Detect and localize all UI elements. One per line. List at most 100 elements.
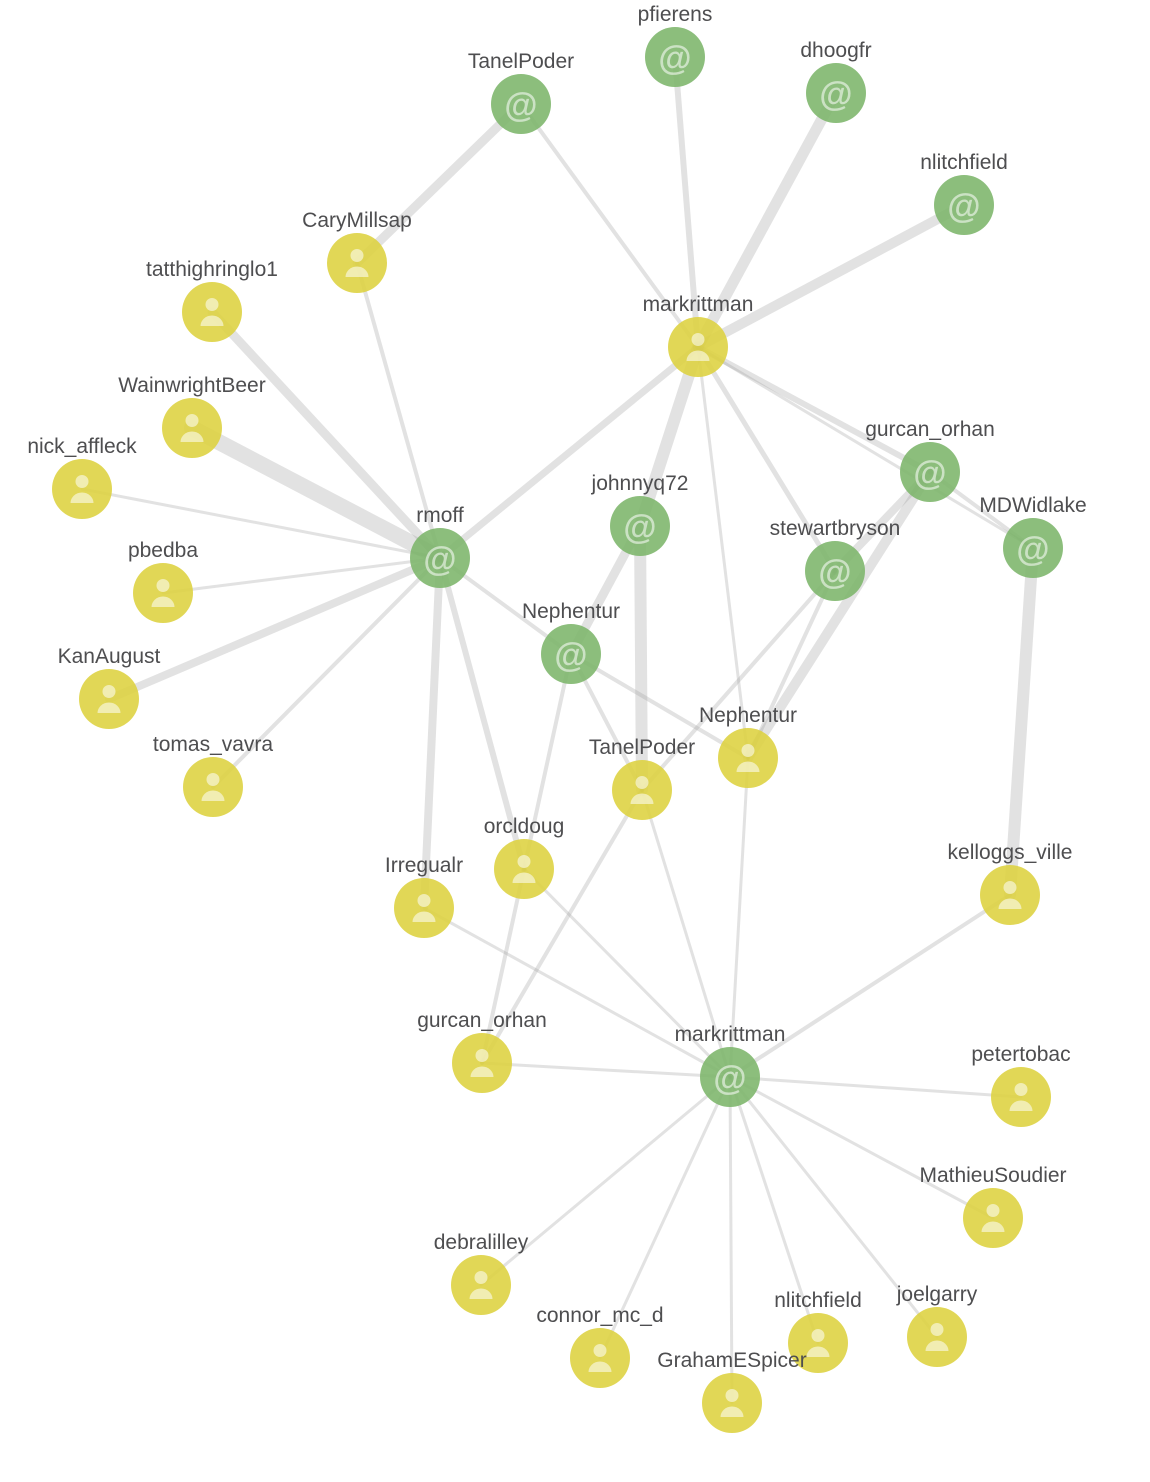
node-label-carymillsap: CaryMillsap	[302, 209, 412, 232]
node-label-gurcan_orhan_low: gurcan_orhan	[417, 1009, 547, 1032]
graph-node-johnnyq72[interactable]: @	[610, 496, 670, 556]
node-label-gurcan_orhan_top: gurcan_orhan	[865, 418, 995, 441]
graph-edge-markrittman_top-nephentur_low	[696, 345, 750, 760]
graph-edge-nick_affleck-rmoff	[80, 487, 442, 560]
person-node-circle[interactable]	[451, 1255, 511, 1315]
graph-node-nephentur_mid[interactable]: @	[541, 624, 601, 684]
node-label-markrittman_top: markrittman	[643, 293, 754, 316]
person-node-circle[interactable]	[718, 728, 778, 788]
person-node-circle[interactable]	[612, 760, 672, 820]
graph-edge-gurcan_orhan_low-markrittman_low	[480, 1061, 732, 1079]
graph-node-mdwidlake[interactable]: @	[1003, 518, 1063, 578]
graph-node-stewartbryson[interactable]: @	[805, 541, 865, 601]
graph-edge-tanelpoder_low-gurcan_orhan_low	[480, 788, 644, 1065]
mention-node-circle[interactable]	[806, 63, 866, 123]
person-node-circle[interactable]	[327, 233, 387, 293]
person-node-circle[interactable]	[394, 878, 454, 938]
labels-layer: TanelPoder pfierens dhoogfr nlitchfield Cary…	[27, 3, 1086, 1372]
person-node-circle[interactable]	[668, 317, 728, 377]
mention-node-circle[interactable]	[410, 528, 470, 588]
graph-node-gurcan_orhan_low[interactable]	[452, 1033, 512, 1093]
graph-edge-rmoff-irregualr	[420, 554, 444, 912]
graph-node-joelgarry[interactable]	[907, 1307, 967, 1367]
graph-node-mathieusoudier[interactable]	[963, 1188, 1023, 1248]
graph-edge-johnnyq72-tanelpoder_low	[634, 520, 648, 796]
person-node-circle[interactable]	[183, 757, 243, 817]
graph-node-connor_mc_d[interactable]	[570, 1328, 630, 1388]
node-label-kanaugust: KanAugust	[58, 645, 161, 668]
mention-node-circle[interactable]	[491, 74, 551, 134]
node-label-nephentur_mid: Nephentur	[522, 600, 620, 623]
person-node-circle[interactable]	[52, 459, 112, 519]
graph-edge-markrittman_low-debralilley	[479, 1075, 732, 1287]
graph-node-rmoff[interactable]: @	[410, 528, 470, 588]
graph-edge-markrittman_low-nlitchfield_low	[728, 1075, 820, 1345]
graph-node-pfierens[interactable]: @	[645, 27, 705, 87]
person-node-circle[interactable]	[702, 1373, 762, 1433]
node-label-kelloggs_ville: kelloggs_ville	[948, 841, 1073, 864]
graph-edge-markrittman_low-grahamespicer	[728, 1075, 734, 1405]
mention-node-circle[interactable]	[541, 624, 601, 684]
graph-node-pbedba[interactable]	[133, 563, 193, 623]
person-node-circle[interactable]	[980, 865, 1040, 925]
graph-edge-nephentur_mid-nephentur_low	[569, 652, 750, 760]
graph-node-markrittman_top[interactable]	[668, 317, 728, 377]
graph-edge-gurcan_orhan_top-nephentur_low	[743, 467, 935, 763]
graph-node-tomas_vavra[interactable]	[183, 757, 243, 817]
graph-node-tatthighringlo1[interactable]	[182, 282, 242, 342]
graph-node-irregualr[interactable]	[394, 878, 454, 938]
graph-node-kanaugust[interactable]	[79, 669, 139, 729]
person-node-circle[interactable]	[452, 1033, 512, 1093]
person-node-circle[interactable]	[570, 1328, 630, 1388]
mention-node-circle[interactable]	[700, 1047, 760, 1107]
node-label-wainwrightbeer: WainwrightBeer	[118, 374, 265, 397]
graph-edge-tatthighringlo1-rmoff	[207, 307, 445, 563]
person-node-circle[interactable]	[182, 282, 242, 342]
graph-node-nlitchfield_top[interactable]: @	[934, 175, 994, 235]
person-node-circle[interactable]	[963, 1188, 1023, 1248]
mention-node-circle[interactable]	[805, 541, 865, 601]
mention-node-circle[interactable]	[934, 175, 994, 235]
person-node-circle[interactable]	[788, 1313, 848, 1373]
mention-node-circle[interactable]	[645, 27, 705, 87]
mention-node-circle[interactable]	[900, 442, 960, 502]
graph-node-tanelpoder_top[interactable]: @	[491, 74, 551, 134]
graph-node-carymillsap[interactable]	[327, 233, 387, 293]
graph-node-nephentur_low[interactable]	[718, 728, 778, 788]
graph-edge-pbedba-rmoff	[161, 556, 442, 595]
node-label-tatthighringlo1: tatthighringlo1	[146, 258, 278, 281]
node-label-tomas_vavra: tomas_vavra	[153, 733, 274, 756]
graph-node-gurcan_orhan_top[interactable]: @	[900, 442, 960, 502]
node-label-nlitchfield_low: nlitchfield	[774, 1289, 862, 1312]
person-node-circle[interactable]	[79, 669, 139, 729]
graph-node-dhoogfr[interactable]: @	[806, 63, 866, 123]
person-node-circle[interactable]	[907, 1307, 967, 1367]
graph-node-wainwrightbeer[interactable]	[162, 398, 222, 458]
graph-node-kelloggs_ville[interactable]	[980, 865, 1040, 925]
graph-node-debralilley[interactable]	[451, 1255, 511, 1315]
node-label-petertobac: petertobac	[971, 1043, 1070, 1066]
graph-node-markrittman_low[interactable]: @	[700, 1047, 760, 1107]
graph-node-orcldoug[interactable]	[494, 839, 554, 899]
person-node-circle[interactable]	[162, 398, 222, 458]
node-label-pfierens: pfierens	[638, 3, 713, 26]
person-node-circle[interactable]	[494, 839, 554, 899]
mention-node-circle[interactable]	[610, 496, 670, 556]
graph-node-grahamespicer[interactable]	[702, 1373, 762, 1433]
graph-node-nick_affleck[interactable]	[52, 459, 112, 519]
node-label-mathieusoudier: MathieuSoudier	[919, 1164, 1066, 1187]
node-label-dhoogfr: dhoogfr	[800, 39, 871, 62]
graph-edge-tomas_vavra-rmoff	[211, 556, 442, 789]
graph-edge-kanaugust-rmoff	[105, 554, 444, 703]
mention-node-circle[interactable]	[1003, 518, 1063, 578]
graph-edge-carymillsap-rmoff	[355, 261, 442, 560]
graph-node-petertobac[interactable]	[991, 1067, 1051, 1127]
graph-node-tanelpoder_low[interactable]	[612, 760, 672, 820]
graph-edge-markrittman_top-mdwidlake	[696, 345, 1035, 550]
node-label-nlitchfield_top: nlitchfield	[920, 151, 1008, 174]
person-node-circle[interactable]	[133, 563, 193, 623]
person-node-circle[interactable]	[991, 1067, 1051, 1127]
node-label-johnnyq72: johnnyq72	[591, 472, 689, 495]
node-label-rmoff: rmoff	[416, 504, 464, 527]
